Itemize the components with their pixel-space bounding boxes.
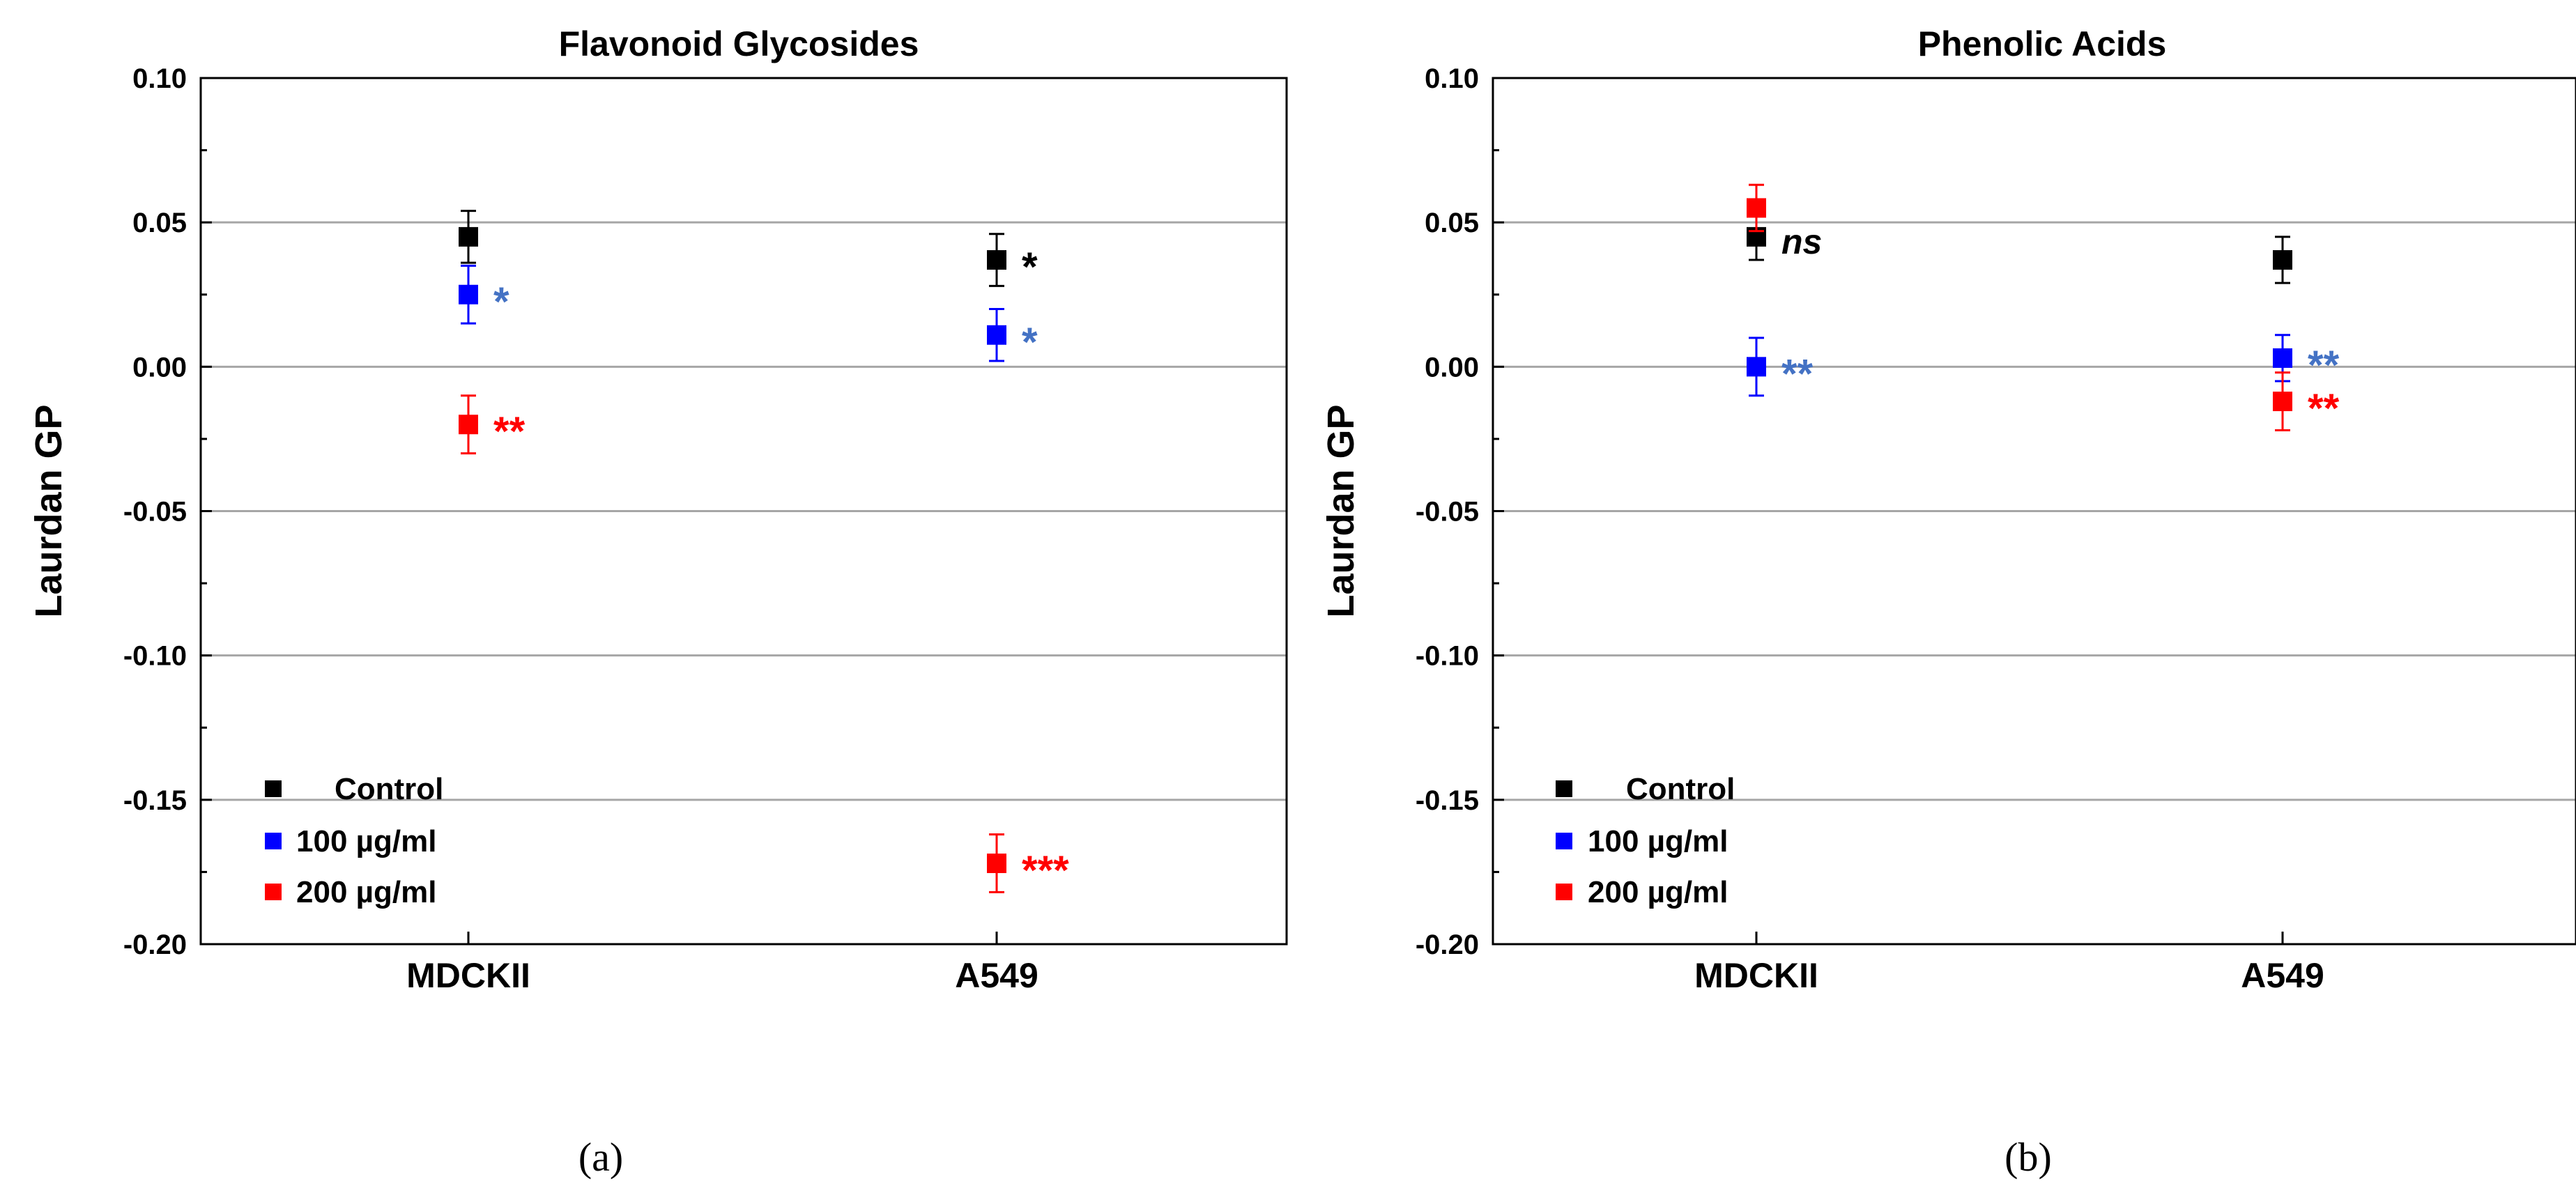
y-tick-label: 0.00	[1425, 352, 1479, 383]
y-tick-label: 0.10	[132, 63, 187, 94]
y-axis-label: Laurdan GP	[28, 404, 70, 617]
significance-mark: **	[1781, 351, 1814, 396]
legend-marker	[265, 884, 282, 900]
chart-title: Flavonoid Glycosides	[559, 24, 919, 63]
legend-label: 100 µg/ml	[296, 824, 436, 858]
panel-label: (a)	[578, 1134, 623, 1180]
legend-label: Control	[335, 772, 443, 806]
x-tick-label-a549: A549	[955, 956, 1038, 995]
y-tick-label: 0.00	[132, 352, 187, 383]
legend-marker	[1556, 780, 1572, 797]
y-tick-label: -0.15	[123, 785, 187, 816]
legend-marker	[1556, 884, 1572, 900]
data-point-200-g-ml	[2273, 392, 2292, 412]
y-tick-label: 0.05	[1425, 208, 1479, 238]
data-point-100-g-ml	[987, 325, 1006, 345]
y-tick-label: -0.20	[123, 930, 187, 960]
significance-mark: *	[1022, 245, 1038, 290]
data-point-200-g-ml	[987, 853, 1006, 873]
data-point-100-g-ml	[1747, 357, 1766, 377]
legend-label: 200 µg/ml	[296, 875, 436, 909]
data-point-200-g-ml	[1747, 198, 1766, 218]
data-point-control	[987, 250, 1006, 270]
legend-label: 100 µg/ml	[1588, 824, 1728, 858]
x-tick-label-mdckii: MDCKII	[406, 956, 530, 995]
legend-label: Control	[1626, 772, 1735, 806]
significance-mark: **	[2308, 386, 2340, 431]
chart-title: Phenolic Acids	[1918, 24, 2167, 63]
y-tick-label: -0.15	[1416, 785, 1479, 816]
data-point-100-g-ml	[2273, 348, 2292, 368]
chart-panel-b: 0.10 0.05 0.00 -0.05 -0.10 -0.15 -0.20 MDCKII A5…	[1320, 24, 2576, 1180]
legend-marker	[265, 833, 282, 849]
significance-mark: **	[2308, 343, 2340, 388]
significance-mark: **	[493, 409, 526, 454]
y-tick-label: 0.05	[132, 208, 187, 238]
panel-label: (b)	[2004, 1134, 2052, 1180]
y-tick-label: -0.10	[123, 641, 187, 672]
annotation-ns: ns	[1781, 222, 1822, 261]
y-axis-label: Laurdan GP	[1320, 404, 1362, 617]
x-tick-label-mdckii: MDCKII	[1694, 956, 1818, 995]
legend-marker	[1556, 833, 1572, 849]
data-point-200-g-ml	[459, 415, 478, 435]
data-point-100-g-ml	[459, 284, 478, 304]
y-tick-label: -0.10	[1416, 641, 1479, 672]
significance-mark: *	[1022, 320, 1038, 365]
legend-marker	[265, 780, 282, 797]
y-tick-label: 0.10	[1425, 63, 1479, 94]
y-tick-label: -0.05	[123, 497, 187, 527]
y-tick-label: -0.20	[1416, 930, 1479, 960]
legend-label: 200 µg/ml	[1588, 875, 1728, 909]
x-tick-label-a549: A549	[2241, 956, 2324, 995]
significance-mark: ***	[1022, 848, 1069, 893]
data-point-control	[459, 226, 478, 247]
significance-mark: *	[493, 279, 509, 325]
data-point-control	[2273, 250, 2292, 270]
chart-panel-a: 0.10 0.05 0.00 -0.05 -0.10 -0.15 -0.20 MDCKII A5…	[28, 24, 1288, 1180]
y-tick-label: -0.05	[1416, 497, 1479, 527]
